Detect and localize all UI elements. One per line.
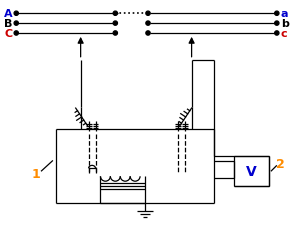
Text: 2: 2 <box>276 157 285 170</box>
Text: A: A <box>4 9 13 19</box>
Circle shape <box>274 12 279 16</box>
Circle shape <box>14 32 18 36</box>
Circle shape <box>146 12 150 16</box>
Text: b: b <box>281 19 289 29</box>
Circle shape <box>113 12 118 16</box>
Text: 1: 1 <box>32 167 40 180</box>
Text: C: C <box>4 29 13 39</box>
Circle shape <box>274 22 279 26</box>
Circle shape <box>146 22 150 26</box>
Text: a: a <box>281 9 288 19</box>
Circle shape <box>274 32 279 36</box>
Circle shape <box>113 32 118 36</box>
Text: c: c <box>281 29 287 39</box>
Text: B: B <box>4 19 13 29</box>
Circle shape <box>14 12 18 16</box>
Text: V: V <box>246 165 257 179</box>
Circle shape <box>113 22 118 26</box>
Circle shape <box>146 32 150 36</box>
Circle shape <box>14 22 18 26</box>
